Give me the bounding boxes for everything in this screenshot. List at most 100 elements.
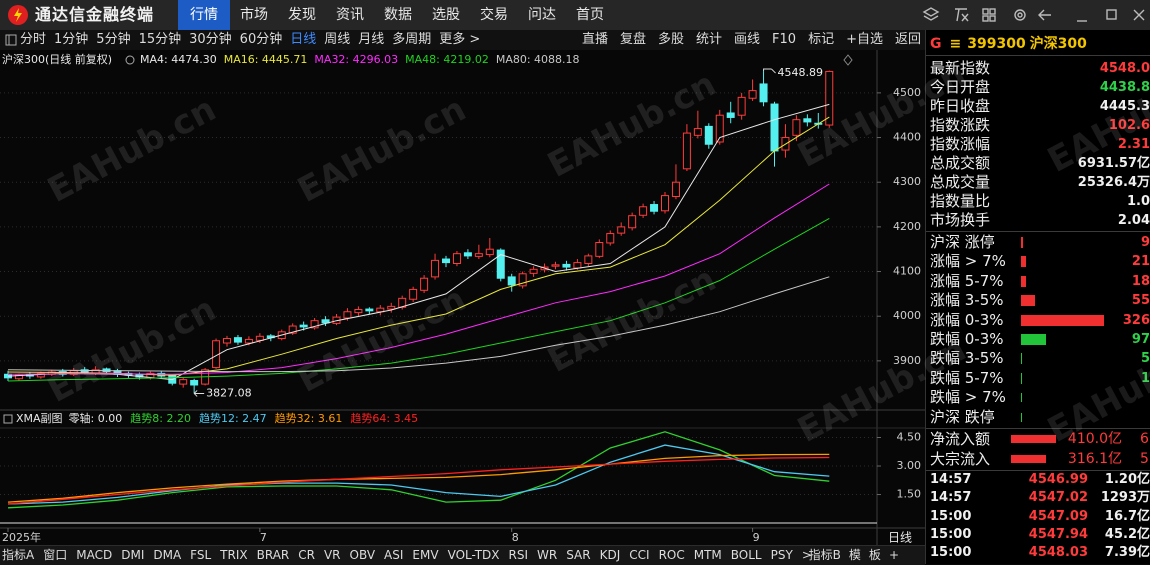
flow-value: 410.0亿 <box>1067 431 1122 447</box>
indicator-tab[interactable]: BRAR <box>256 548 290 562</box>
candle-body <box>529 268 538 274</box>
indicator-tab[interactable]: DMA <box>153 548 182 562</box>
menu-icon[interactable]: ≡ <box>949 36 962 52</box>
indicator-tab[interactable]: RSI <box>508 548 529 562</box>
stat-label: 最新指数 <box>930 59 991 77</box>
indicator-tab[interactable]: OBV <box>349 548 376 562</box>
period-tab[interactable]: 15分钟 <box>138 32 182 47</box>
candle-body <box>617 226 626 234</box>
y-tick-label: 4300 <box>893 175 921 188</box>
candle-body <box>452 253 461 264</box>
stat-value: 102.6 <box>1108 118 1150 133</box>
candle-body <box>190 380 199 386</box>
nav-tab[interactable]: 行情 <box>178 0 230 30</box>
indicator-tab[interactable]: VR <box>323 548 341 562</box>
tool-button[interactable]: 直播 <box>581 32 608 47</box>
ma-line <box>7 103 830 381</box>
tool-button[interactable]: 画线 <box>734 32 761 47</box>
x-tick-label: 9 <box>753 531 760 544</box>
period-tab[interactable]: 周线 <box>324 32 351 47</box>
stat-value: 4438.8 <box>1099 80 1150 95</box>
candle-body <box>244 338 253 344</box>
indicator-tab[interactable]: 指标B <box>808 548 841 562</box>
indicator-tab[interactable]: BOLL <box>730 548 762 562</box>
stat-value: 4445.3 <box>1099 99 1150 114</box>
stat-label: 总成交额 <box>930 154 991 172</box>
stat-label: 总成交量 <box>930 173 991 191</box>
period-tab[interactable]: 5分钟 <box>96 32 131 47</box>
indicator-tab[interactable]: ASI <box>384 548 404 562</box>
y-tick-label: 4000 <box>893 309 921 322</box>
period-tab[interactable]: 分时 <box>20 32 47 47</box>
nav-tab[interactable]: 交易 <box>480 7 508 23</box>
indicator-tab[interactable]: 模 <box>848 548 861 562</box>
nav-tab[interactable]: 发现 <box>288 7 316 23</box>
tool-button[interactable]: +自选 <box>846 32 883 47</box>
candle-body <box>737 96 746 116</box>
indicator-tab[interactable]: 板 <box>868 548 881 562</box>
breadth-bar <box>1021 353 1023 365</box>
indicator-tab[interactable]: + <box>888 548 899 562</box>
tool-button[interactable]: 返回 <box>894 32 921 47</box>
nav-tab[interactable]: 首页 <box>576 7 604 23</box>
period-tab[interactable]: 日线 <box>290 32 317 47</box>
tick-price: 4547.09 <box>1028 508 1088 524</box>
indicator-tab[interactable]: CCI <box>629 548 650 562</box>
candle-body <box>474 253 483 257</box>
indicator-tab[interactable]: EMV <box>412 548 439 562</box>
indicator-tab[interactable]: MACD <box>76 548 113 562</box>
nav-tab[interactable]: 问达 <box>528 7 556 23</box>
tool-button[interactable]: 多股 <box>657 32 684 47</box>
indicator-tab[interactable]: SAR <box>566 548 591 562</box>
indicator-tab[interactable]: > <box>801 548 812 562</box>
period-tab[interactable]: 月线 <box>358 32 385 47</box>
period-tab[interactable]: 60分钟 <box>239 32 283 47</box>
stat-value: 25326.4万 <box>1077 175 1150 190</box>
separator <box>926 231 1150 232</box>
nav-tab[interactable]: 市场 <box>240 7 268 23</box>
indicator-tab[interactable]: PSY <box>770 548 793 562</box>
quote-header: G ≡ 399300 沪深300 <box>930 33 1087 53</box>
candle-body <box>650 204 659 212</box>
indicator-tab[interactable]: TRIX <box>220 548 248 562</box>
y-tick-label: 1.50 <box>897 488 922 501</box>
stat-label: 今日开盘 <box>930 78 991 96</box>
period-tab[interactable]: 多周期 <box>392 32 432 47</box>
candle-body <box>726 112 735 118</box>
candle-body <box>715 114 724 143</box>
indicator-tab[interactable]: WR <box>537 548 558 562</box>
candle-body <box>825 70 834 126</box>
indicator-tab[interactable]: FSL <box>190 548 212 562</box>
indicator-tab[interactable]: 指标A <box>2 548 35 562</box>
tool-button[interactable]: 统计 <box>696 32 723 47</box>
period-tab[interactable]: 30分钟 <box>189 32 232 47</box>
indicator-tab[interactable]: ROC <box>658 548 685 562</box>
tool-button[interactable]: 标记 <box>808 32 835 47</box>
candle-body <box>682 132 691 170</box>
period-tab[interactable]: 1分钟 <box>54 32 89 47</box>
indicator-tab[interactable]: KDJ <box>599 548 621 562</box>
nav-tab[interactable]: 数据 <box>384 7 412 23</box>
stat-label: 指数涨跌 <box>930 116 991 134</box>
tool-button[interactable]: 复盘 <box>619 32 646 47</box>
chart-background <box>0 50 925 545</box>
candle-body <box>485 248 494 256</box>
candle-body <box>606 233 615 244</box>
nav-tab[interactable]: 资讯 <box>336 7 364 23</box>
indicator-tab[interactable]: MTM <box>693 548 722 562</box>
breadth-value: 326 <box>1122 312 1150 328</box>
indicator-tab[interactable]: DMI <box>121 548 145 562</box>
toolbar-icon <box>5 34 17 46</box>
tool-button[interactable]: F10 <box>772 32 797 47</box>
nav-tab[interactable]: 选股 <box>432 7 460 23</box>
nav: 行情 市场 发现 资讯 数据 选股 交易 问达 首页 <box>178 0 614 30</box>
period-tab[interactable]: 更多 > <box>439 32 481 47</box>
indicator-line <box>7 431 830 509</box>
indicator-tab[interactable]: CR <box>298 548 315 562</box>
candle-body <box>628 215 637 229</box>
candle-body <box>179 379 188 385</box>
indicator-tab[interactable]: VOL-TDX <box>447 548 500 562</box>
candle-body <box>551 264 560 267</box>
indicator-tab[interactable]: 窗口 <box>43 548 68 562</box>
